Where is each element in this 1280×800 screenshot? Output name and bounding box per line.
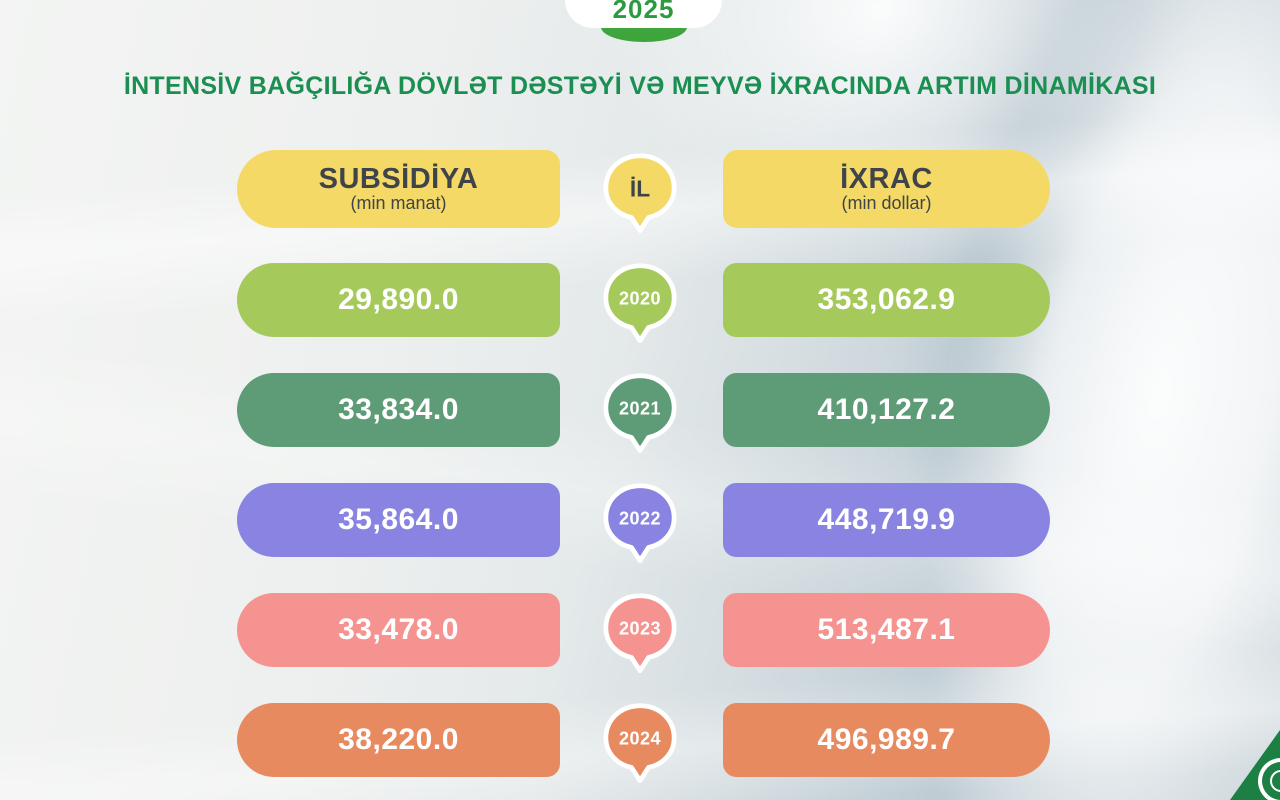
ixrac-value: 496,989.7 bbox=[817, 723, 956, 756]
year-badge: 2025 bbox=[565, 0, 722, 60]
subsidiya-value-pill: 38,220.0 bbox=[237, 703, 560, 777]
badge-year-text: 2025 bbox=[612, 0, 675, 24]
il-header-balloon: İL bbox=[603, 153, 677, 234]
year-balloon: 2020 bbox=[603, 263, 677, 344]
subsidiya-value-pill: 29,890.0 bbox=[237, 263, 560, 337]
ixrac-value-pill: 448,719.9 bbox=[723, 483, 1050, 557]
il-balloon-shape bbox=[603, 153, 677, 234]
badge-pill: 2025 bbox=[565, 0, 722, 28]
ixrac-header-label: İXRAC bbox=[840, 162, 933, 195]
year-balloon: 2023 bbox=[603, 593, 677, 674]
emblem-logo bbox=[1258, 758, 1280, 800]
subsidiya-value-pill: 35,864.0 bbox=[237, 483, 560, 557]
ixrac-value-pill: 513,487.1 bbox=[723, 593, 1050, 667]
corner-ribbon bbox=[1230, 730, 1280, 800]
subsidiya-value: 33,834.0 bbox=[338, 393, 459, 426]
subsidiya-value: 35,864.0 bbox=[338, 503, 459, 536]
year-balloon-shape bbox=[603, 703, 677, 784]
year-balloon-shape bbox=[603, 263, 677, 344]
ixrac-header-unit: (min dollar) bbox=[841, 193, 932, 214]
page-title: İNTENSİV BAĞÇILIĞA DÖVLƏT DƏSTƏYİ VƏ MEY… bbox=[123, 72, 1157, 100]
ixrac-value-pill: 496,989.7 bbox=[723, 703, 1050, 777]
subsidiya-header-label: SUBSİDİYA bbox=[318, 162, 479, 195]
ixrac-header-pill: İXRAC (min dollar) bbox=[723, 150, 1050, 228]
emblem-core bbox=[1270, 770, 1280, 792]
il-header-label: İL bbox=[630, 176, 650, 202]
year-balloon-shape bbox=[603, 593, 677, 674]
subsidiya-header-unit: (min manat) bbox=[350, 193, 447, 214]
subsidiya-value-pill: 33,478.0 bbox=[237, 593, 560, 667]
year-balloon: 2022 bbox=[603, 483, 677, 564]
subsidiya-value: 33,478.0 bbox=[338, 613, 459, 646]
subsidiya-value: 38,220.0 bbox=[338, 723, 459, 756]
year-label: 2024 bbox=[619, 729, 661, 749]
ixrac-value: 513,487.1 bbox=[817, 613, 956, 646]
subsidiya-header-pill: SUBSİDİYA (min manat) bbox=[237, 150, 560, 228]
emblem-ring bbox=[1262, 762, 1280, 800]
year-label: 2022 bbox=[619, 509, 661, 529]
year-label: 2021 bbox=[619, 399, 661, 419]
year-balloon-shape bbox=[603, 483, 677, 564]
ixrac-value: 448,719.9 bbox=[817, 503, 956, 536]
subsidiya-value-pill: 33,834.0 bbox=[237, 373, 560, 447]
year-balloon-shape bbox=[603, 373, 677, 454]
ixrac-value: 410,127.2 bbox=[817, 393, 956, 426]
ixrac-value-pill: 410,127.2 bbox=[723, 373, 1050, 447]
year-balloon: 2024 bbox=[603, 703, 677, 784]
ixrac-value-pill: 353,062.9 bbox=[723, 263, 1050, 337]
subsidiya-value: 29,890.0 bbox=[338, 283, 459, 316]
year-balloon: 2021 bbox=[603, 373, 677, 454]
ixrac-value: 353,062.9 bbox=[817, 283, 956, 316]
year-label: 2023 bbox=[619, 619, 661, 639]
year-label: 2020 bbox=[619, 289, 661, 309]
